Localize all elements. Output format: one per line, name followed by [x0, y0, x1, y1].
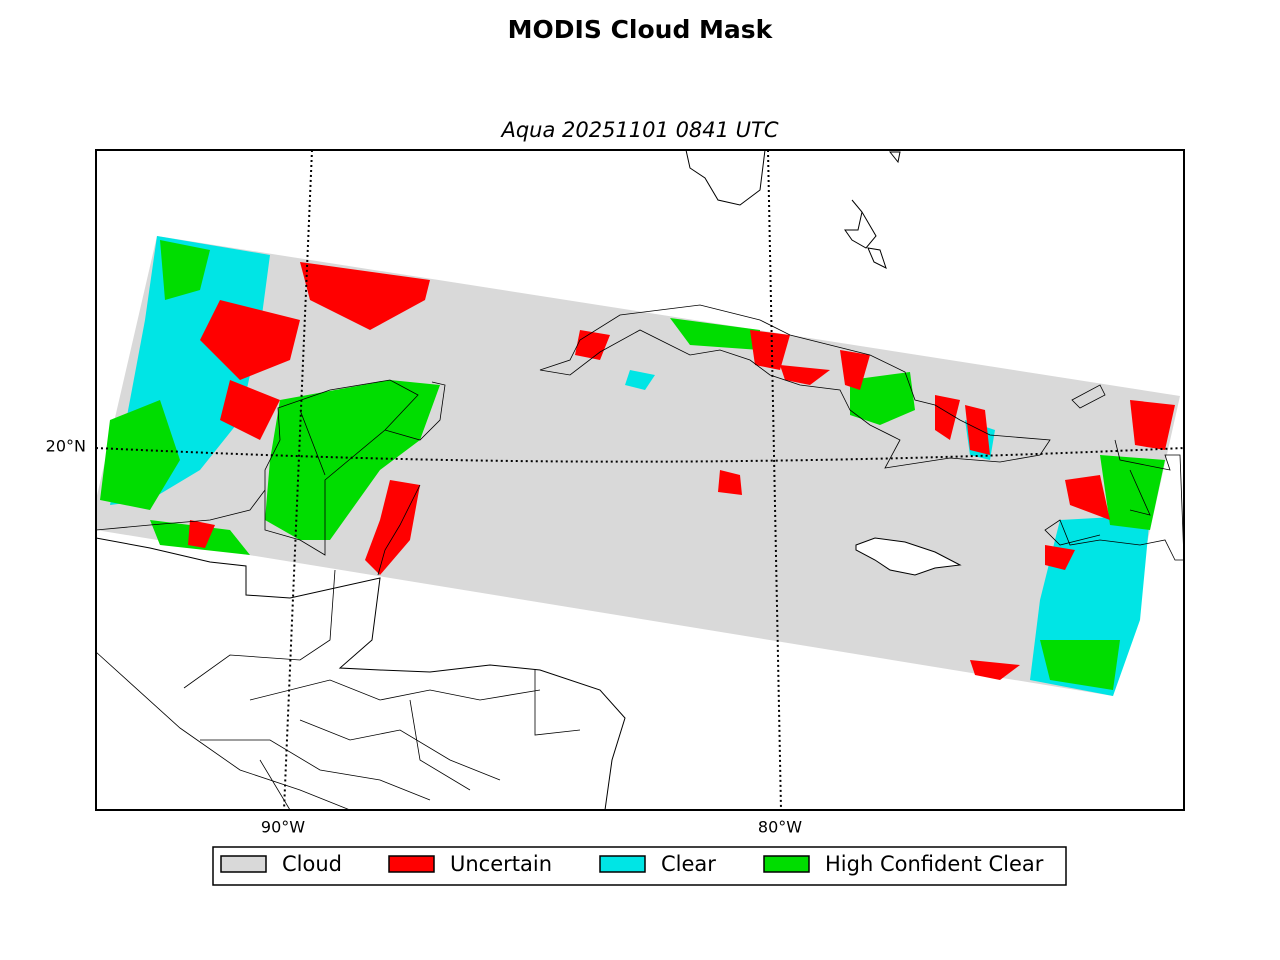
florida: [685, 150, 766, 206]
longitude-label: 90°W: [261, 818, 305, 837]
hispaniola: [1044, 384, 1184, 561]
borders: [96, 569, 581, 810]
jamaica: [855, 537, 962, 576]
cloud-swath: [96, 236, 1180, 696]
legend-label: High Confident Clear: [825, 852, 1044, 876]
uncertain-areas: [188, 262, 1175, 680]
legend-swatch: [220, 855, 267, 873]
longitude-label: 80°W: [758, 818, 802, 837]
longitude-gridline: [283, 150, 313, 810]
title: MODIS Cloud Mask: [508, 15, 774, 44]
legend-swatch: [388, 855, 435, 873]
yucatan-coast: [96, 379, 446, 576]
latitude-label: 20°N: [46, 437, 86, 456]
legend-swatch: [763, 855, 810, 873]
bahamas: [844, 151, 901, 269]
legend-label: Uncertain: [450, 852, 552, 876]
subtitle: Aqua 20251101 0841 UTC: [499, 118, 778, 142]
cuba: [539, 304, 1051, 469]
legend-label: Cloud: [282, 852, 342, 876]
map-frame: [95, 149, 1185, 811]
central-america: [96, 537, 626, 810]
legend-swatch: [599, 855, 646, 873]
map-area: [96, 150, 1184, 810]
latitude-gridline: [96, 447, 1184, 463]
legend-label: Clear: [661, 852, 716, 876]
longitude-gridline: [767, 150, 782, 810]
legend: Cloud Uncertain Clear High Confident Clear: [220, 852, 1044, 876]
